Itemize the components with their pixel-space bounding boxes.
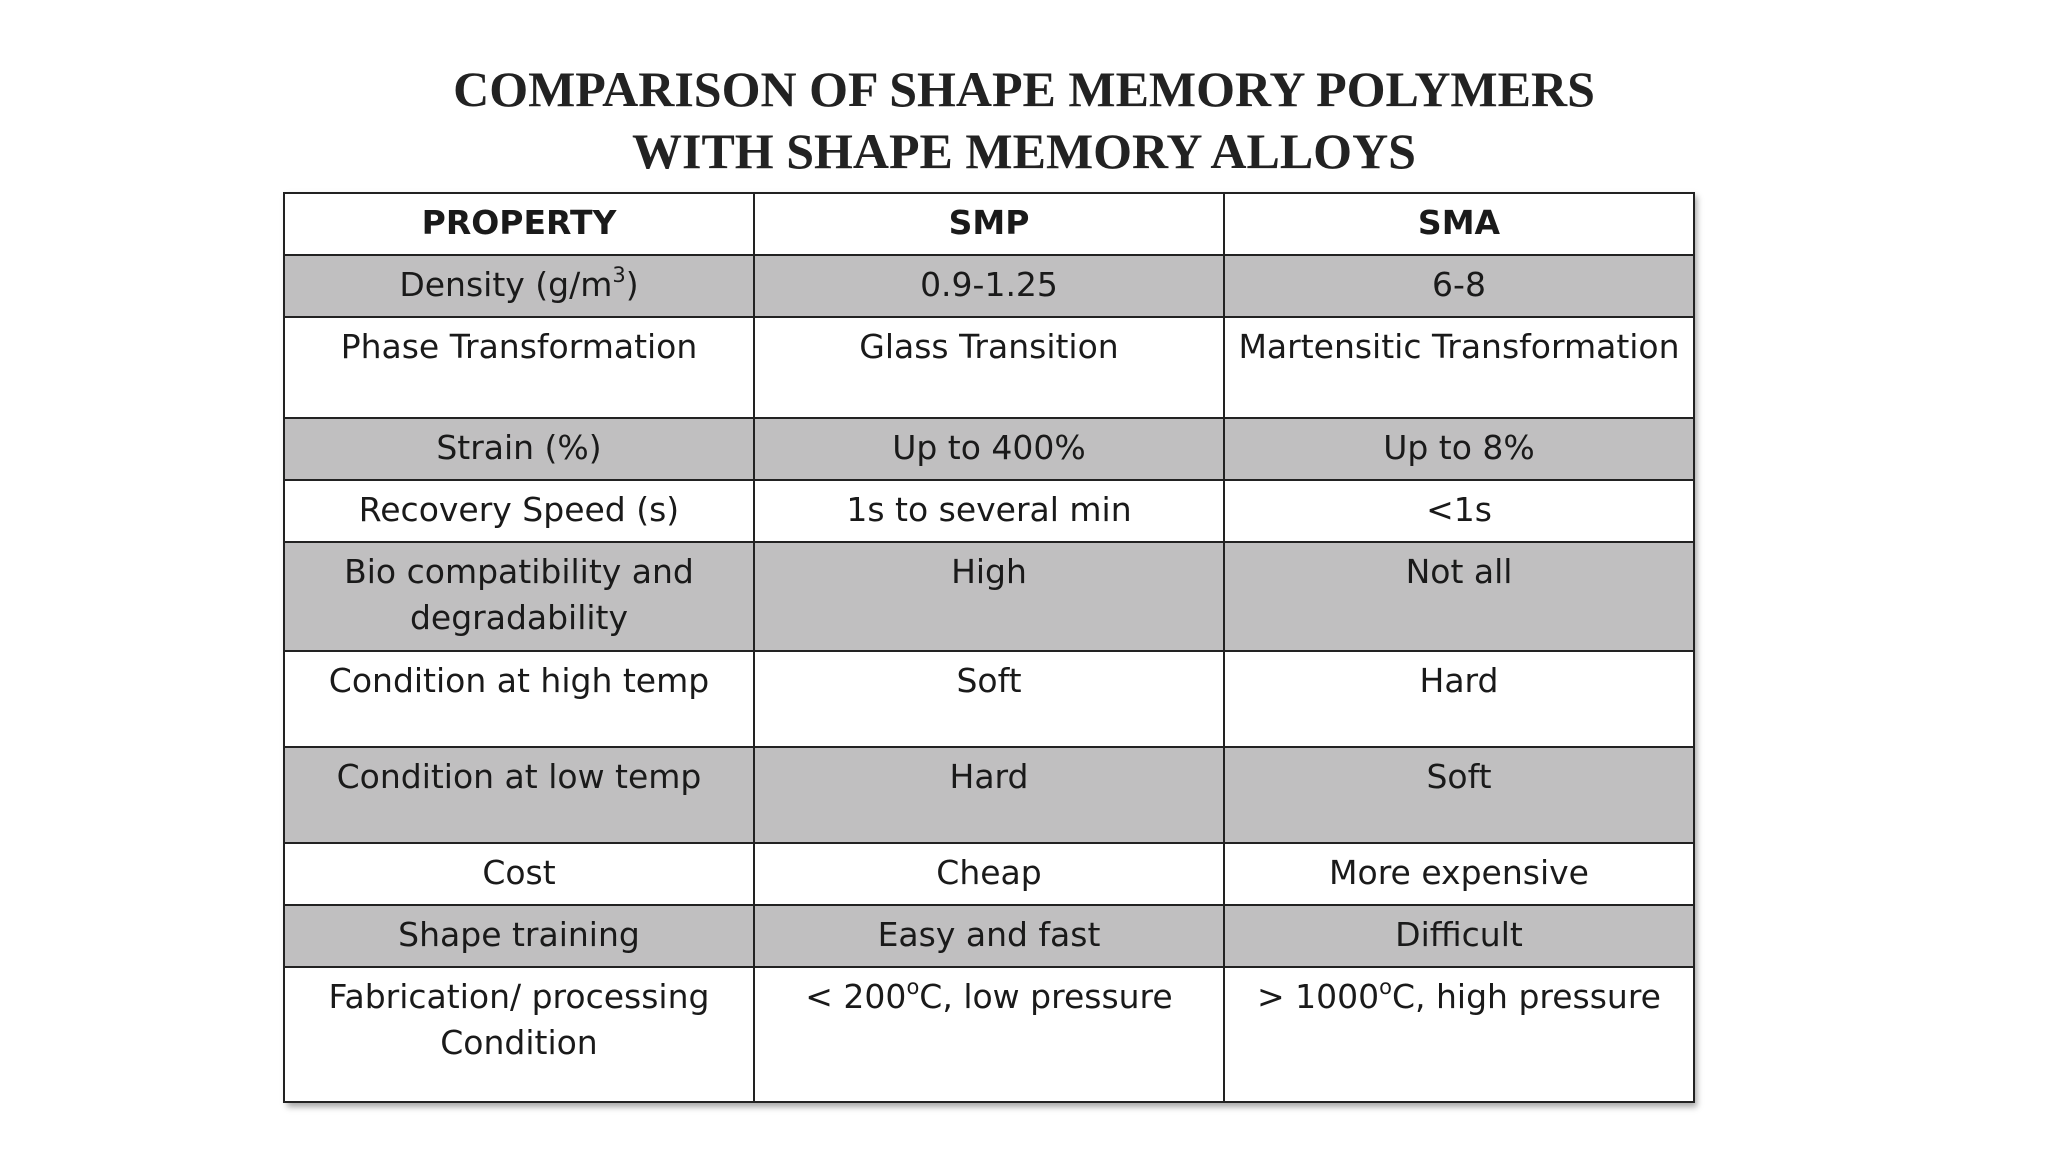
smp-cell: Glass Transition	[753, 316, 1225, 419]
smp-cell: Cheap	[753, 842, 1225, 906]
table-row: Strain (%) Up to 400% Up to 8%	[283, 417, 1695, 481]
table-row: Phase Transformation Glass Transition Ma…	[283, 316, 1695, 419]
property-cell: Condition at high temp	[283, 650, 755, 748]
property-cell: Density (g/m3)	[283, 254, 755, 318]
property-cell: Cost	[283, 842, 755, 906]
sma-cell: Hard	[1223, 650, 1695, 748]
sma-cell: Not all	[1223, 541, 1695, 652]
header-row: PROPERTY SMP SMA	[283, 192, 1695, 256]
sma-cell: Difficult	[1223, 904, 1695, 968]
table-row: Bio compatibility and degradability High…	[283, 541, 1695, 652]
property-cell: Bio compatibility and degradability	[283, 541, 755, 652]
sma-cell: > 1000oC, high pressure	[1223, 966, 1695, 1103]
table-row: Shape training Easy and fast Difficult	[283, 904, 1695, 968]
smp-cell: Up to 400%	[753, 417, 1225, 481]
header-property: PROPERTY	[283, 192, 755, 256]
smp-cell: Soft	[753, 650, 1225, 748]
property-cell: Shape training	[283, 904, 755, 968]
sma-cell: Martensitic Transformation	[1223, 316, 1695, 419]
table-row: Condition at low temp Hard Soft	[283, 746, 1695, 844]
sma-cell: Up to 8%	[1223, 417, 1695, 481]
title-line-2: WITH SHAPE MEMORY ALLOYS	[632, 123, 1416, 179]
property-cell: Condition at low temp	[283, 746, 755, 844]
sma-cell: More expensive	[1223, 842, 1695, 906]
table-row: Cost Cheap More expensive	[283, 842, 1695, 906]
table-row: Condition at high temp Soft Hard	[283, 650, 1695, 748]
header-sma: SMA	[1223, 192, 1695, 256]
smp-cell: 1s to several min	[753, 479, 1225, 543]
property-cell: Phase Transformation	[283, 316, 755, 419]
smp-cell: Easy and fast	[753, 904, 1225, 968]
header-smp: SMP	[753, 192, 1225, 256]
sma-cell: 6-8	[1223, 254, 1695, 318]
property-cell: Recovery Speed (s)	[283, 479, 755, 543]
title-line-1: COMPARISON OF SHAPE MEMORY POLYMERS	[453, 61, 1595, 117]
sma-cell: Soft	[1223, 746, 1695, 844]
page-title: COMPARISON OF SHAPE MEMORY POLYMERS WITH…	[0, 58, 2048, 182]
table-row: Recovery Speed (s) 1s to several min <1s	[283, 479, 1695, 543]
property-cell: Strain (%)	[283, 417, 755, 481]
property-cell: Fabrication/ processing Condition	[283, 966, 755, 1103]
comparison-table-container: PROPERTY SMP SMA Density (g/m3) 0.9-1.25…	[283, 192, 1695, 1103]
smp-cell: < 200oC, low pressure	[753, 966, 1225, 1103]
sma-cell: <1s	[1223, 479, 1695, 543]
comparison-table: PROPERTY SMP SMA Density (g/m3) 0.9-1.25…	[283, 192, 1695, 1103]
smp-cell: High	[753, 541, 1225, 652]
table-row: Fabrication/ processing Condition < 200o…	[283, 966, 1695, 1103]
table-row: Density (g/m3) 0.9-1.25 6-8	[283, 254, 1695, 318]
smp-cell: 0.9-1.25	[753, 254, 1225, 318]
smp-cell: Hard	[753, 746, 1225, 844]
